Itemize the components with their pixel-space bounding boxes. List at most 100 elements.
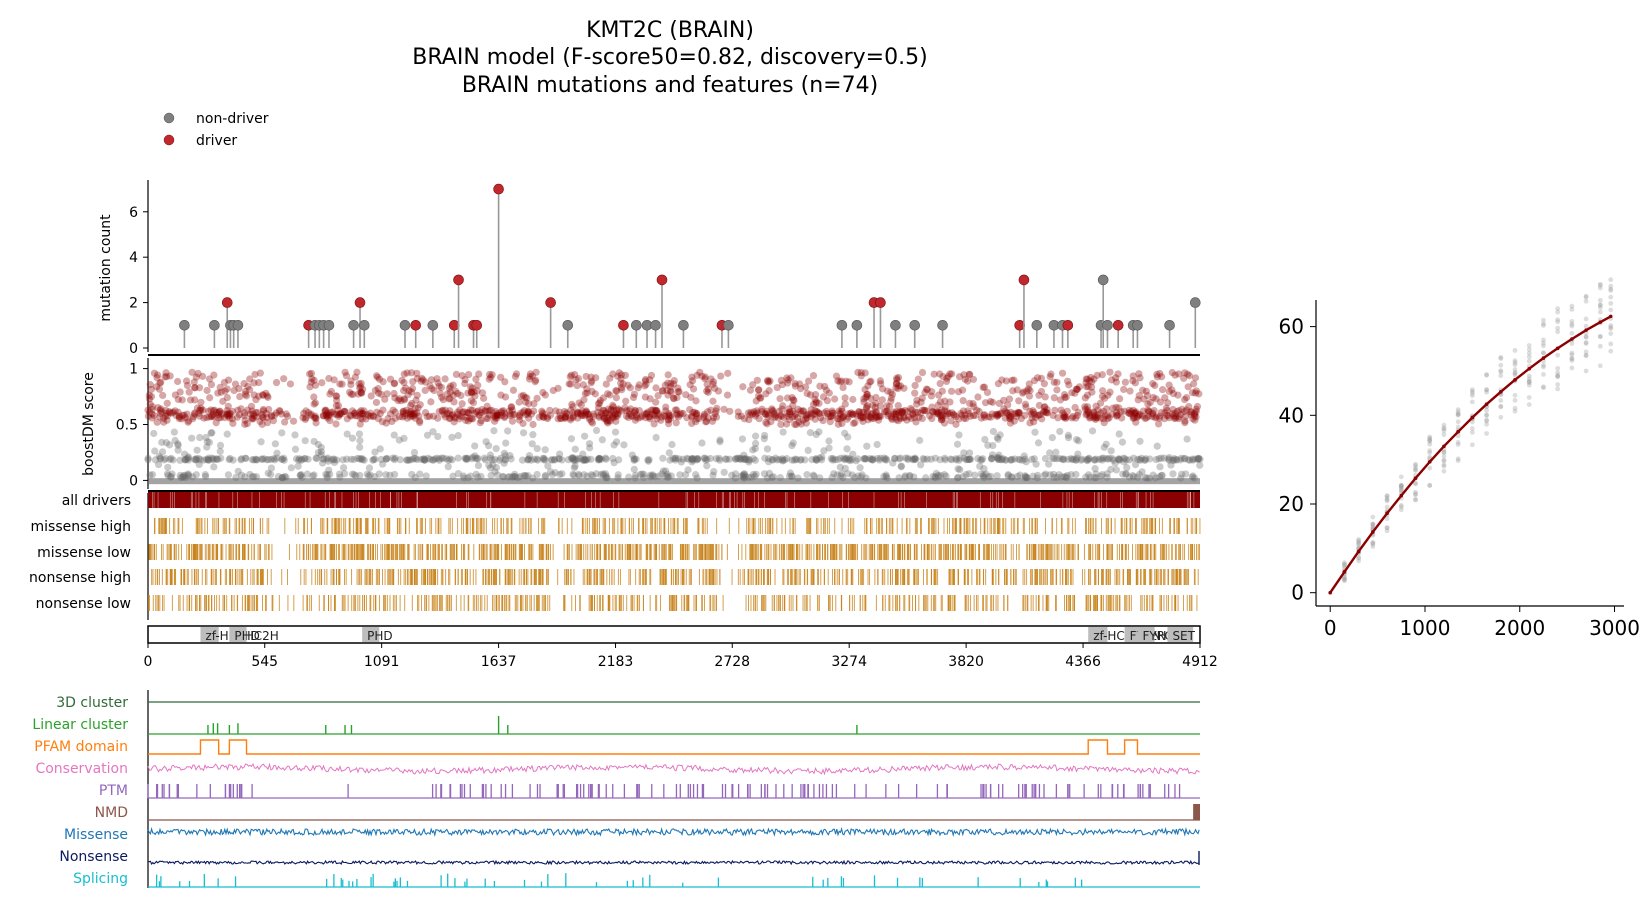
boostdm-driver-point bbox=[1113, 411, 1121, 419]
boostdm-driver-point bbox=[799, 407, 808, 415]
boostdm-driver-point bbox=[664, 420, 673, 428]
boostdm-non-driver-point bbox=[772, 454, 780, 462]
boostdm-driver-point bbox=[975, 407, 983, 416]
boostdm-driver-point bbox=[1148, 412, 1157, 421]
boostdm-driver-point bbox=[485, 375, 493, 383]
boostdm-driver-point bbox=[464, 370, 473, 379]
boostdm-driver-point bbox=[1042, 408, 1050, 416]
boostdm-driver-point bbox=[246, 375, 254, 383]
boostdm-driver-point bbox=[842, 377, 850, 385]
boostdm-driver-point bbox=[939, 373, 947, 381]
boostdm-driver-point bbox=[1129, 377, 1137, 385]
boostdm-non-driver-point bbox=[241, 454, 250, 462]
boostdm-driver-point bbox=[771, 413, 779, 422]
boostdm-driver-point bbox=[1035, 401, 1043, 410]
boostdm-non-driver-point bbox=[417, 455, 425, 464]
boostdm-driver-point bbox=[163, 399, 171, 407]
boostdm-driver-point bbox=[888, 414, 896, 422]
boostdm-driver-point bbox=[928, 414, 936, 423]
boostdm-driver-point bbox=[407, 369, 416, 377]
boostdm-driver-point bbox=[1185, 372, 1193, 380]
boostdm-driver-point bbox=[326, 390, 334, 398]
boostdm-non-driver-point bbox=[1098, 470, 1106, 479]
boostdm-driver-point bbox=[1082, 383, 1091, 391]
boostdm-non-driver-point bbox=[1004, 471, 1012, 479]
boostdm-driver-point bbox=[196, 412, 204, 420]
boostdm-driver-point bbox=[816, 410, 824, 418]
boostdm-driver-point bbox=[665, 412, 673, 421]
boostdm-driver-point bbox=[980, 411, 989, 419]
boostdm-driver-point bbox=[472, 375, 480, 383]
boostdm-driver-point bbox=[1029, 407, 1037, 415]
boostdm-non-driver-point bbox=[446, 455, 454, 463]
boostdm-driver-point bbox=[607, 406, 615, 415]
boostdm-non-driver-point bbox=[295, 455, 303, 463]
boostdm-non-driver-point bbox=[875, 456, 884, 464]
boostdm-non-driver-point bbox=[496, 454, 505, 462]
boostdm-non-driver-point bbox=[468, 455, 476, 463]
boostdm-non-driver-point bbox=[229, 456, 237, 464]
boostdm-driver-point bbox=[511, 372, 520, 381]
boostdm-driver-point bbox=[647, 371, 656, 380]
boostdm-driver-point bbox=[768, 405, 776, 413]
boostdm-non-driver-point bbox=[303, 470, 311, 478]
boostdm-non-driver-point bbox=[659, 454, 667, 462]
boostdm-driver-point bbox=[334, 401, 343, 410]
boostdm-driver-point bbox=[241, 387, 250, 396]
boostdm-driver-point bbox=[868, 410, 876, 418]
boostdm-driver-point bbox=[1125, 406, 1133, 414]
boostdm-non-driver-point bbox=[567, 454, 576, 462]
boostdm-driver-point bbox=[554, 415, 562, 423]
boostdm-driver-point bbox=[1043, 409, 1052, 417]
boostdm-non-driver-point bbox=[765, 469, 774, 477]
boostdm-non-driver-point bbox=[570, 464, 578, 472]
boostdm-non-driver-point bbox=[212, 455, 220, 463]
boostdm-driver-point bbox=[1185, 403, 1193, 411]
boostdm-driver-point bbox=[846, 410, 854, 418]
boostdm-driver-point bbox=[471, 392, 479, 400]
boostdm-driver-point bbox=[642, 380, 650, 388]
boostdm-driver-point bbox=[226, 414, 234, 422]
boostdm-non-driver-point bbox=[908, 455, 916, 463]
boostdm-non-driver-point bbox=[841, 429, 849, 437]
boostdm-driver-point bbox=[250, 391, 258, 399]
boostdm-non-driver-point bbox=[390, 456, 398, 464]
boostdm-driver-point bbox=[707, 406, 715, 414]
boostdm-driver-point bbox=[286, 380, 295, 388]
boostdm-non-driver-point bbox=[292, 455, 301, 463]
boostdm-non-driver-point bbox=[301, 437, 309, 445]
boostdm-driver-point bbox=[981, 413, 989, 421]
boostdm-driver-point bbox=[928, 388, 936, 396]
boostdm-driver-point bbox=[386, 410, 395, 418]
boostdm-non-driver-point bbox=[920, 455, 928, 464]
boostdm-driver-point bbox=[934, 408, 942, 417]
boostdm-non-driver-point bbox=[491, 468, 499, 476]
boostdm-driver-point bbox=[948, 370, 956, 378]
boostdm-driver-point bbox=[863, 390, 871, 398]
boostdm-driver-point bbox=[612, 410, 620, 418]
boostdm-driver-point bbox=[632, 411, 641, 419]
boostdm-non-driver-point bbox=[313, 454, 321, 462]
boostdm-driver-point bbox=[391, 414, 399, 422]
boostdm-non-driver-point bbox=[579, 456, 587, 464]
driver-mutation-point bbox=[1112, 319, 1124, 331]
boostdm-non-driver-point bbox=[895, 455, 903, 463]
title-line-2: BRAIN model (F-score50=0.82, discovery=0… bbox=[412, 45, 927, 70]
boostdm-driver-point bbox=[462, 416, 470, 425]
boostdm-non-driver-point bbox=[369, 456, 377, 464]
boostdm-driver-point bbox=[587, 377, 596, 385]
boostdm-driver-point bbox=[959, 386, 967, 394]
boostdm-driver-point bbox=[462, 413, 470, 421]
boostdm-driver-point bbox=[225, 411, 233, 420]
boostdm-driver-point bbox=[843, 415, 851, 423]
boostdm-driver-point bbox=[1104, 391, 1112, 399]
boostdm-driver-point bbox=[186, 396, 195, 404]
boostdm-driver-point bbox=[175, 415, 183, 423]
boostdm-driver-point bbox=[987, 413, 995, 421]
boostdm-non-driver-point bbox=[1188, 455, 1197, 463]
boostdm-non-driver-point bbox=[1092, 455, 1100, 463]
boostdm-non-driver-point bbox=[533, 455, 541, 463]
boostdm-driver-point bbox=[1171, 410, 1179, 418]
boostdm-baseline-band bbox=[148, 478, 1200, 485]
